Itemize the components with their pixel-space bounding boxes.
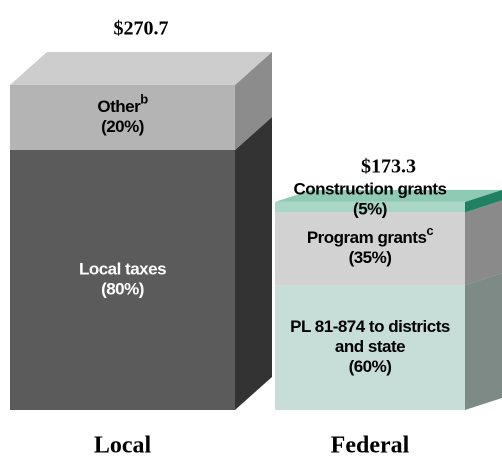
bar-segment — [275, 285, 465, 410]
bar-segment — [275, 212, 465, 286]
bar-top — [10, 51, 272, 85]
segment-value-label: (5%) — [353, 199, 387, 218]
total-label: $270.7 — [114, 18, 169, 40]
bar-side — [465, 273, 502, 410]
bar-segment — [10, 149, 235, 411]
segment-label: PL 81-874 to districts — [290, 317, 450, 336]
segment-value-label: (20%) — [101, 117, 144, 136]
category-label: Federal — [331, 433, 410, 459]
segment-label: Local taxes — [79, 259, 166, 278]
bar-segment — [10, 84, 235, 150]
category-label: Local — [94, 433, 152, 459]
bar-side — [465, 200, 502, 286]
bar-side — [465, 189, 502, 213]
segment-label: Construction grants — [294, 179, 447, 198]
segment-value-label: (35%) — [349, 248, 392, 267]
segment-label: and state — [335, 337, 405, 356]
segment-note: b — [140, 91, 148, 106]
total-label: $173.3 — [361, 156, 416, 178]
bar-top — [275, 189, 502, 202]
segment-note: c — [426, 223, 433, 238]
segment-value-label: (80%) — [101, 279, 144, 298]
bar-side — [235, 116, 272, 411]
bar-side — [235, 51, 272, 150]
bar-segment — [275, 201, 465, 213]
segment-value-label: (60%) — [349, 357, 392, 376]
